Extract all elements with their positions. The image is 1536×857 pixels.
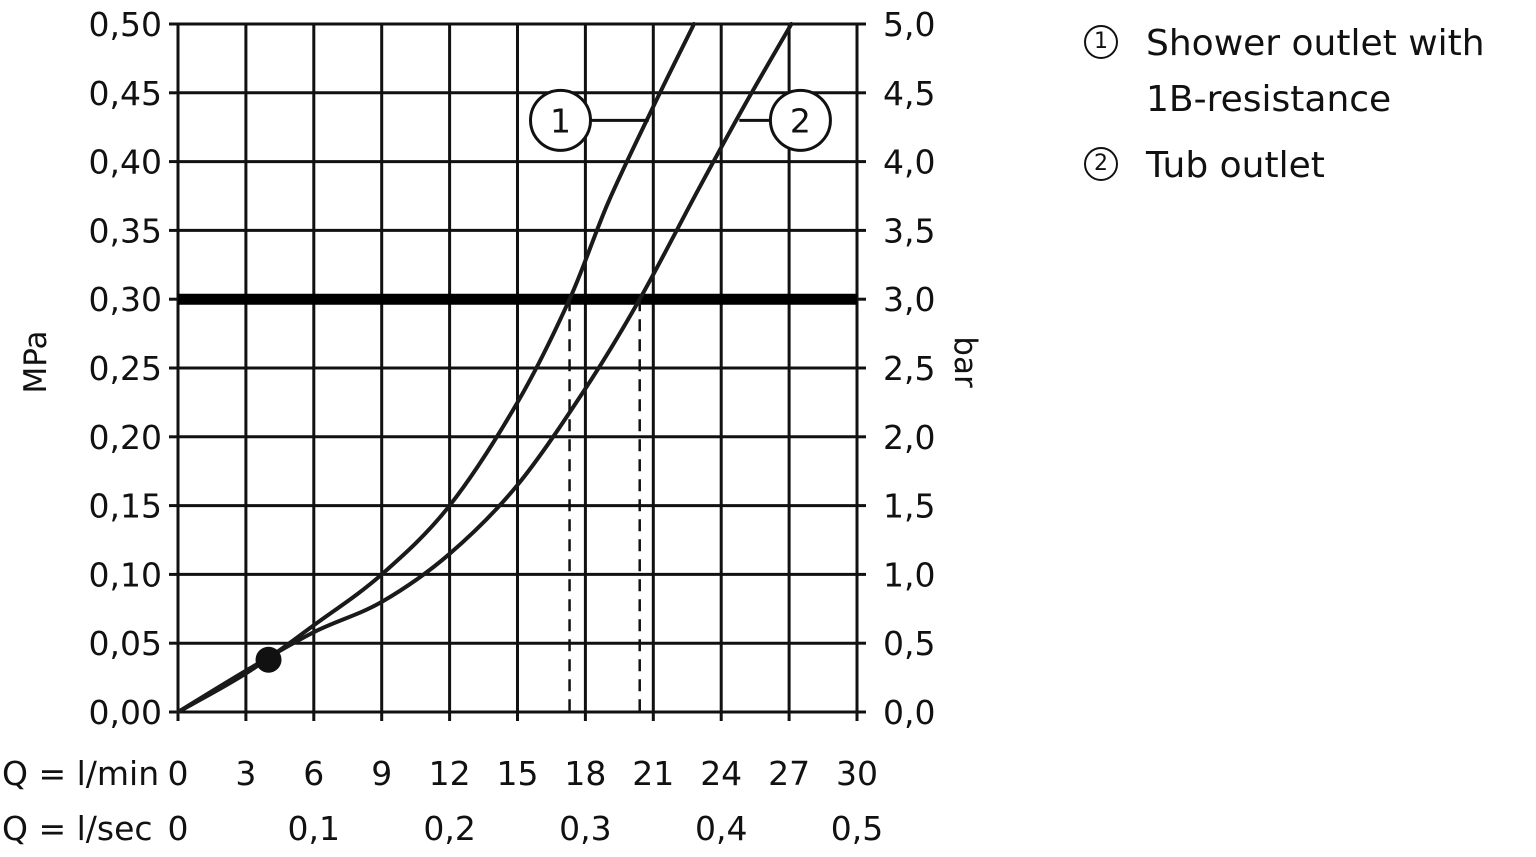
callout-label-2: 2 [790,101,811,140]
y-tick-label-mpa: 0,05 [89,624,162,663]
reference-line-group [178,293,857,712]
y-tick-label-bar: 2,0 [883,418,935,457]
y-tick-label-mpa: 0,30 [89,280,162,319]
x-tick-label-lmin: 21 [632,754,674,793]
y-tick-label-bar: 0,0 [883,693,935,732]
x-tick-label-lsec: 0,1 [288,809,340,848]
x-axis-title-lmin: Q = l/min [2,754,159,793]
y-tick-label-bar: 4,0 [883,143,935,182]
x-tick-label-lsec: 0,4 [695,809,747,848]
legend-label-tub: Tub outlet [1146,145,1325,186]
y-tick-label-mpa: 0,15 [89,487,162,526]
legend-item-shower: 1 Shower outlet with 1B-resistance [1082,16,1532,128]
x-tick-label-lmin: 0 [168,754,189,793]
x-tick-label-lmin: 6 [303,754,324,793]
x-tick-label-lmin: 12 [429,754,471,793]
series-group [176,22,794,714]
y-tick-label-bar: 4,5 [883,74,935,113]
x-tick-label-lsec: 0,5 [831,809,883,848]
x-tick-label-lsec: 0,3 [559,809,611,848]
series-line-1 [176,22,696,714]
callout-label-1: 1 [550,101,571,140]
y-axis-title-right: bar [947,336,983,388]
x-tick-label-lmin: 3 [235,754,256,793]
x-axis-title-lsec: Q = l/sec [2,809,153,848]
y-tick-label-mpa: 0,45 [89,74,162,113]
y-tick-label-mpa: 0,40 [89,143,162,182]
y-tick-label-mpa: 0,25 [89,349,162,388]
x-tick-label-lmin: 24 [700,754,742,793]
tick-labels: 0,000,050,100,150,200,250,300,350,400,45… [89,5,936,848]
x-tick-label-lsec: 0,2 [423,809,475,848]
y-tick-label-bar: 3,5 [883,211,935,250]
x-tick-label-lmin: 27 [768,754,810,793]
x-tick-label-lmin: 30 [836,754,878,793]
y-tick-label-bar: 2,5 [883,349,935,388]
y-tick-label-bar: 1,5 [883,487,935,526]
y-tick-label-mpa: 0,50 [89,5,162,44]
x-tick-label-lmin: 15 [497,754,539,793]
y-tick-label-bar: 1,0 [883,555,935,594]
callout-circle-1 [529,88,593,152]
y-tick-label-mpa: 0,35 [89,211,162,250]
start-marker-dot [255,646,282,673]
callout-circle-2 [768,88,832,152]
y-tick-label-bar: 0,5 [883,624,935,663]
legend: 1 Shower outlet with 1B-resistance 2 Tub… [1082,16,1532,194]
x-tick-label-lsec: 0 [168,809,189,848]
y-tick-label-mpa: 0,00 [89,693,162,732]
y-tick-label-mpa: 0,20 [89,418,162,457]
y-tick-label-mpa: 0,10 [89,555,162,594]
legend-item-tub: 2 Tub outlet [1082,138,1532,194]
grid [169,22,866,721]
y-tick-label-bar: 3,0 [883,280,935,319]
legend-marker-2: 2 [1084,147,1118,181]
legend-marker-1: 1 [1084,25,1118,59]
series-line-2 [176,22,794,714]
y-tick-label-bar: 5,0 [883,5,935,44]
y-axis-title-left: MPa [18,330,54,393]
x-tick-label-lmin: 9 [371,754,392,793]
legend-label-shower: Shower outlet with 1B-resistance [1146,23,1485,120]
x-tick-label-lmin: 18 [564,754,606,793]
